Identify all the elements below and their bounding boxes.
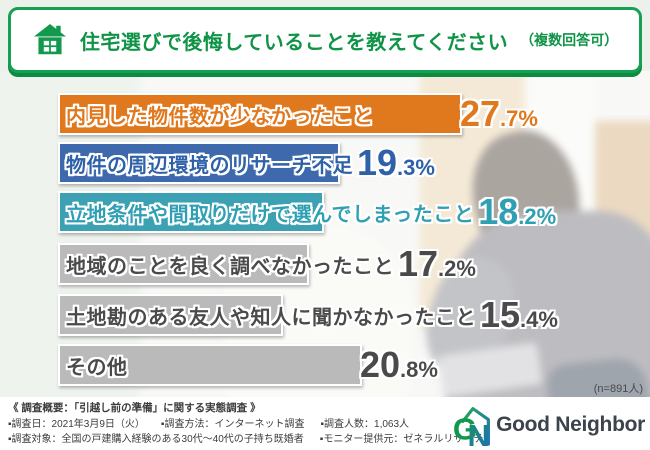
brand-logo: G N Good Neighbor [452, 403, 645, 447]
svg-text:N: N [468, 418, 490, 447]
sample-size-note: (n=891人) [593, 383, 643, 395]
survey-detail-item: ▪モニター提供元：ゼネラルリサーチ [319, 434, 484, 445]
survey-overview-heading: 《 調査概要：「引越し前の準備」に関する実態調査 》 [8, 402, 261, 414]
photo-white-wash-overlay [0, 71, 650, 397]
survey-detail-row-2: ▪調査対象：全国の戸建購入経験のある30代～40代の子持ち既婚者 ▪モニター提供元… [8, 430, 499, 445]
survey-detail-item: ▪調査対象：全国の戸建購入経験のある30代～40代の子持ち既婚者 [8, 434, 304, 445]
header-banner: 住宅選びで後悔していることを教えてください （複数回答可） [8, 7, 642, 73]
office-photo-background [0, 71, 650, 397]
gn-logo-icon: G N [453, 407, 491, 447]
footer: 《 調査概要：「引越し前の準備」に関する実態調査 》 ▪調査日：2021年3月9… [0, 397, 650, 450]
survey-detail-item: ▪調査人数：1,063人 [320, 419, 410, 430]
survey-detail-item: ▪調査方法：インターネット調査 [160, 419, 305, 430]
house-icon [33, 24, 66, 55]
survey-detail-row-1: ▪調査日：2021年3月9日（火） ▪調査方法：インターネット調査 ▪調査人数：1,… [8, 415, 425, 430]
survey-question-title: 住宅選びで後悔していることを教えてください [79, 31, 509, 54]
brand-name: Good Neighbor [496, 413, 645, 436]
multi-answer-note: （複数回答可） [520, 32, 619, 48]
survey-detail-item: ▪調査日：2021年3月9日（火） [8, 419, 145, 430]
svg-text:G: G [453, 412, 477, 447]
